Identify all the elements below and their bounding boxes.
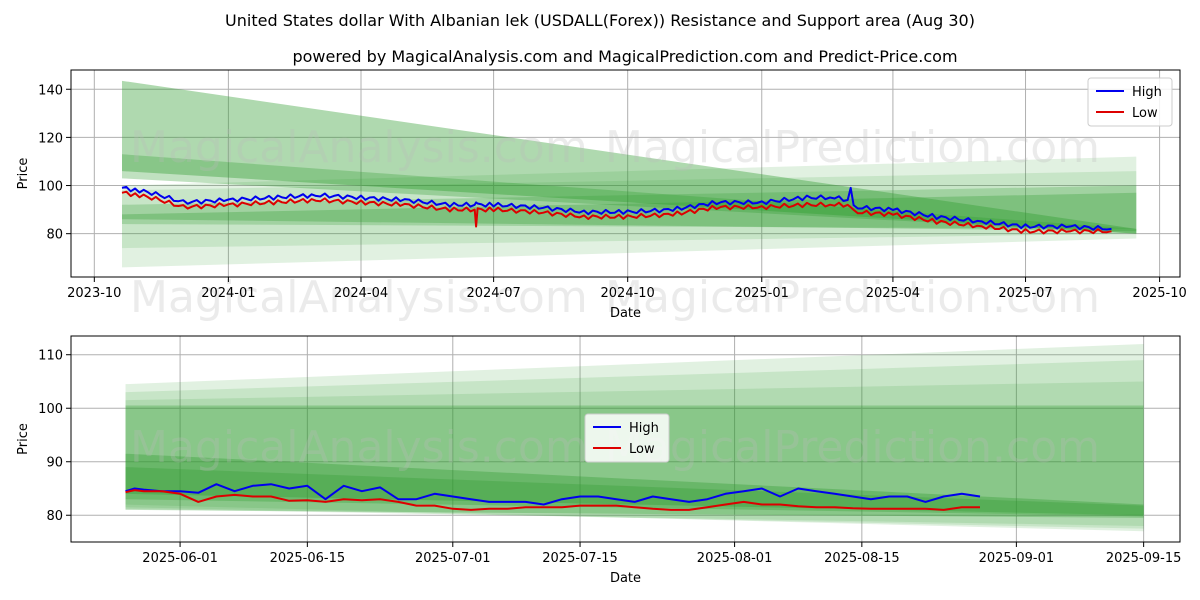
watermarks: MagicalAnalysis.com MagicalPrediction.com (130, 422, 1100, 473)
grid (71, 70, 1180, 277)
ticks: 2023-10 2024-01 2024-04 2024-07 2024-10 2025-… (38, 83, 1187, 301)
x-tick-label: 2025-08-01 (697, 551, 773, 566)
band (125, 467, 1144, 517)
x-tick-label: 2025-06-01 (142, 551, 218, 566)
axes-frame (70, 69, 1181, 278)
y-tick-label: 120 (38, 131, 63, 146)
series (125, 483, 981, 511)
legend-label-high: High (1132, 85, 1162, 100)
x-tick-label: 2025-07-15 (542, 551, 618, 566)
legend-label-low: Low (629, 442, 655, 457)
y-tick-label: 80 (46, 509, 63, 524)
band (122, 156, 1137, 268)
x-tick-label: 2024-07 (466, 286, 520, 301)
watermark-text: MagicalPrediction.com (605, 122, 1100, 173)
x-tick-label: 2024-04 (334, 286, 388, 301)
x-tick-label: 2025-04 (866, 286, 920, 301)
band (122, 80, 1137, 234)
legend-label-low: Low (1132, 106, 1158, 121)
series (121, 185, 1112, 235)
band (122, 171, 1137, 249)
y-tick-label: 100 (38, 180, 63, 195)
series-line-high (121, 185, 1112, 231)
grid (71, 336, 1180, 542)
watermark-text: MagicalPrediction.com (605, 422, 1100, 473)
chart-title: United States dollar With Albanian lek (… (225, 11, 975, 30)
watermark-text: MagicalAnalysis.com (130, 422, 588, 473)
x-tick-label: 2024-01 (201, 286, 255, 301)
x-axis-label: Date (610, 306, 641, 321)
support-resistance-bands (122, 80, 1137, 268)
x-tick-label: 2025-10 (1132, 286, 1186, 301)
y-tick-label: 80 (46, 228, 63, 243)
band (122, 192, 1137, 232)
bottom-panel: MagicalAnalysis.com MagicalPrediction.com… (16, 335, 1181, 586)
y-tick-label: 90 (46, 456, 63, 471)
x-tick-label: 2025-01 (735, 286, 789, 301)
y-axis-label: Price (16, 158, 31, 190)
legend-label-high: High (629, 421, 659, 436)
series-line-low (121, 190, 1112, 235)
watermarks: MagicalAnalysis.com MagicalPrediction.com… (130, 122, 1100, 323)
y-tick-label: 100 (38, 402, 63, 417)
axes-frame (70, 335, 1181, 543)
ticks: 2025-06-01 2025-06-15 2025-07-01 2025-07-15… (38, 349, 1181, 566)
chart-subtitle: powered by MagicalAnalysis.com and Magic… (292, 47, 957, 66)
y-tick-label: 110 (38, 349, 63, 364)
watermark-text: MagicalAnalysis.com (130, 272, 588, 323)
series-line-high (125, 483, 981, 506)
x-tick-label: 2025-09-15 (1106, 551, 1182, 566)
band (125, 453, 1144, 516)
y-tick-label: 140 (38, 83, 63, 98)
watermark-text: MagicalPrediction.com (605, 272, 1100, 323)
legend: High Low (584, 413, 670, 463)
watermark-text: MagicalAnalysis.com (130, 122, 588, 173)
top-panel: MagicalAnalysis.com MagicalPrediction.com… (16, 69, 1187, 323)
series-line-low (125, 489, 980, 511)
x-tick-label: 2023-10 (67, 286, 121, 301)
x-tick-label: 2025-09-01 (979, 551, 1055, 566)
y-axis-label: Price (16, 423, 31, 455)
legend: High Low (1087, 77, 1173, 127)
x-tick-label: 2025-06-15 (270, 551, 346, 566)
x-tick-label: 2025-08-15 (824, 551, 900, 566)
x-tick-label: 2025-07-01 (415, 551, 491, 566)
x-axis-label: Date (610, 571, 641, 586)
x-tick-label: 2025-07 (998, 286, 1052, 301)
band (122, 185, 1137, 229)
x-tick-label: 2024-10 (601, 286, 655, 301)
